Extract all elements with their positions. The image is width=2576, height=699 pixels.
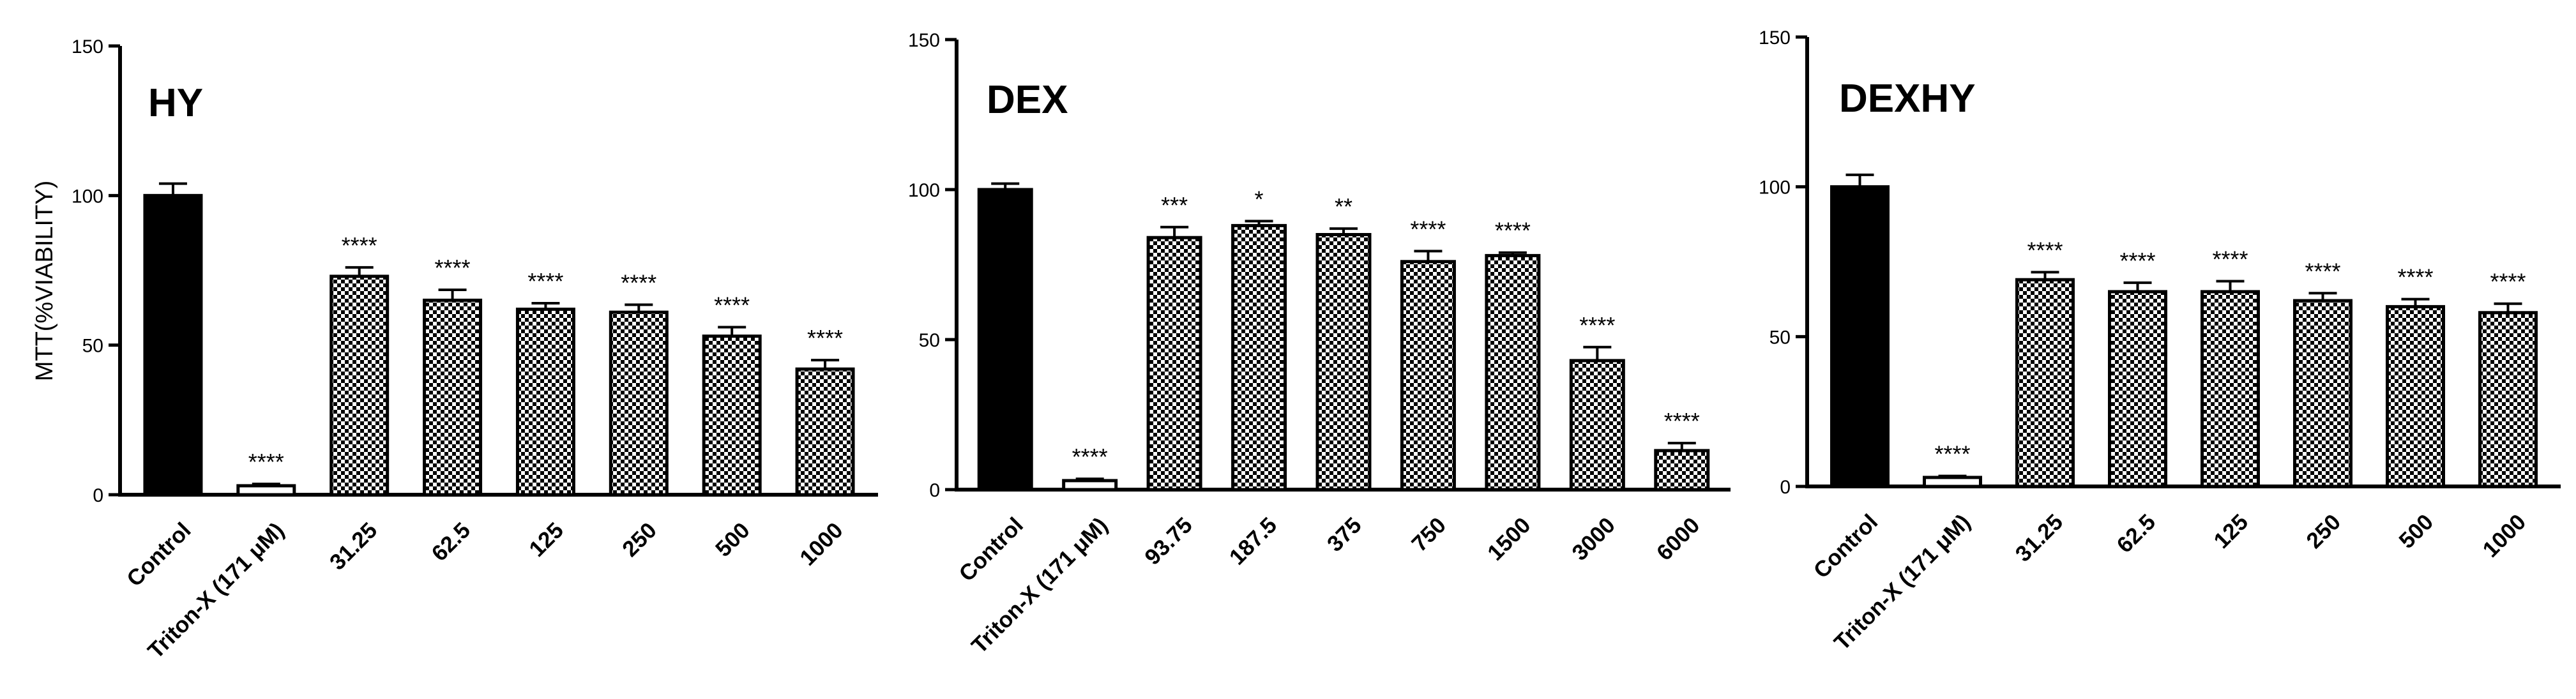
significance-label: **** — [2212, 246, 2248, 273]
x-tick-label: 250 — [2301, 509, 2345, 553]
y-tick-label: 150 — [1759, 27, 1791, 49]
y-axis-label: MTT(%VIABILITY) — [31, 181, 58, 382]
x-tick-label: Control — [954, 513, 1028, 587]
x-tick-label: Control — [122, 518, 196, 592]
significance-label: **** — [1934, 441, 1970, 467]
x-tick-label: 125 — [2209, 509, 2253, 553]
y-tick-label: 0 — [93, 485, 103, 506]
chart-title: DEXHY — [1839, 77, 1976, 121]
x-tick-label: 31.25 — [325, 518, 383, 575]
y-tick-label: 0 — [929, 480, 940, 501]
significance-label: **** — [714, 292, 750, 319]
significance-label: **** — [1072, 444, 1108, 470]
significance-label: **** — [342, 232, 377, 259]
bar — [977, 188, 1033, 492]
bar — [702, 334, 762, 497]
x-tick-label: Control — [1809, 509, 1883, 583]
bar — [2108, 290, 2167, 488]
significance-label: **** — [248, 449, 284, 475]
bar — [2386, 304, 2445, 488]
bar — [1062, 479, 1118, 492]
y-tick-label: 150 — [72, 36, 103, 57]
y-tick-label: 100 — [72, 186, 103, 207]
bar — [1146, 236, 1202, 492]
bar — [2201, 290, 2260, 488]
y-tick-label: 100 — [1759, 177, 1791, 199]
chart-title: HY — [148, 81, 203, 125]
bar — [515, 307, 575, 497]
bar — [1830, 185, 1890, 488]
bar — [1485, 253, 1541, 492]
significance-label: **** — [807, 325, 843, 351]
x-tick-label: 31.25 — [2011, 509, 2068, 567]
x-tick-label: 6000 — [1652, 513, 1705, 566]
x-tick-label: 500 — [2394, 509, 2438, 553]
significance-label: **** — [1495, 218, 1531, 244]
y-tick-label: 0 — [1780, 477, 1791, 498]
x-tick-label: 1000 — [2478, 509, 2531, 562]
x-tick-label: 93.75 — [1140, 513, 1197, 570]
significance-label: **** — [1579, 312, 1615, 338]
bar — [1400, 260, 1456, 492]
significance-label: **** — [1664, 408, 1700, 434]
chart-title: DEX — [987, 78, 1068, 122]
significance-label: **** — [435, 255, 471, 281]
x-tick-label: 375 — [1322, 513, 1367, 557]
significance-label: **** — [2490, 269, 2526, 295]
x-tick-label: 62.5 — [427, 518, 475, 566]
bar — [2293, 299, 2352, 488]
significance-label: **** — [2027, 237, 2063, 263]
bar — [1923, 476, 1982, 488]
y-tick-label: 50 — [1769, 327, 1791, 348]
x-tick-label: 250 — [617, 518, 662, 562]
x-tick-label: 1500 — [1483, 513, 1536, 566]
bar — [2478, 311, 2538, 488]
bar — [1654, 449, 1710, 492]
x-tick-label: 125 — [524, 518, 568, 562]
significance-label: **** — [2119, 248, 2155, 274]
bar — [1231, 223, 1287, 492]
x-tick-label: 1000 — [795, 518, 848, 571]
significance-label: ** — [1335, 193, 1352, 220]
x-tick-label: 62.5 — [2112, 509, 2160, 558]
y-tick-label: 50 — [919, 330, 940, 351]
x-tick-label: 750 — [1407, 513, 1451, 557]
significance-label: **** — [527, 268, 563, 294]
significance-label: **** — [1410, 216, 1446, 242]
x-tick-label: 3000 — [1567, 513, 1620, 566]
y-tick-label: 100 — [908, 180, 940, 201]
y-tick-label: 150 — [908, 30, 940, 51]
x-tick-label: 500 — [711, 518, 755, 562]
bar — [143, 193, 203, 497]
significance-label: **** — [2397, 264, 2433, 290]
significance-label: * — [1255, 186, 1264, 212]
bar — [236, 484, 296, 497]
x-tick-label: 187.5 — [1225, 513, 1282, 570]
significance-label: **** — [2305, 258, 2340, 284]
bar — [609, 310, 669, 497]
bar — [2015, 278, 2075, 488]
bar — [423, 298, 483, 497]
bar — [795, 367, 855, 497]
bar — [1315, 233, 1372, 492]
significance-label: **** — [621, 269, 656, 296]
y-tick-label: 50 — [82, 336, 103, 357]
significance-label: *** — [1161, 192, 1188, 218]
bar — [330, 274, 390, 497]
bar — [1569, 359, 1625, 492]
